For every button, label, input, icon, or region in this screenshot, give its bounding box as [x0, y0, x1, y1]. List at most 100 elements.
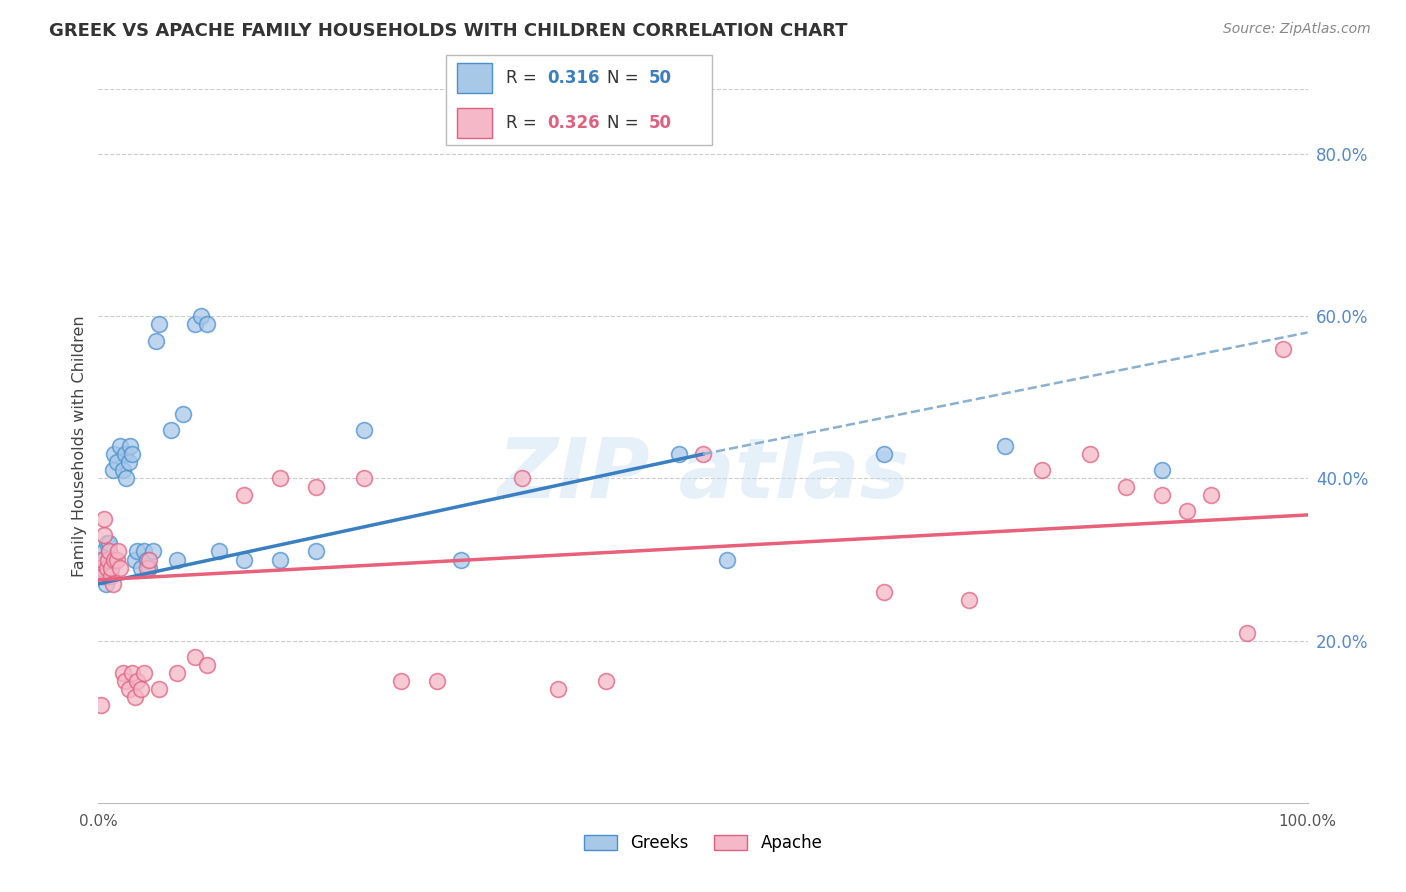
Point [135, 560, 157, 574]
Text: 0.326: 0.326 [547, 114, 600, 132]
Point [97, 552, 120, 566]
Text: N =: N = [607, 69, 644, 87]
Point [118, 455, 141, 469]
Point [389, 674, 412, 689]
Point [129, 682, 152, 697]
Point [232, 552, 254, 566]
Point [305, 544, 328, 558]
Point [1175, 504, 1198, 518]
Point [172, 407, 194, 421]
Point [547, 682, 569, 697]
Point [873, 585, 896, 599]
Point [184, 649, 207, 664]
Point [93, 512, 115, 526]
Point [124, 552, 146, 566]
Point [353, 423, 375, 437]
Point [98, 544, 121, 558]
Point [148, 318, 170, 332]
Text: N =: N = [607, 114, 644, 132]
Point [118, 439, 141, 453]
Point [184, 318, 207, 332]
Point [138, 552, 160, 566]
Point [105, 552, 128, 566]
Point [91, 560, 114, 574]
Text: R =: R = [506, 114, 541, 132]
Point [305, 479, 328, 493]
Point [91, 552, 114, 566]
Point [93, 528, 115, 542]
Text: Source: ZipAtlas.com: Source: ZipAtlas.com [1223, 22, 1371, 37]
Point [96, 560, 118, 574]
Point [94, 577, 117, 591]
Point [100, 560, 122, 574]
Point [98, 544, 121, 558]
Point [129, 560, 152, 574]
Point [145, 334, 167, 348]
Point [142, 544, 165, 558]
Point [873, 447, 896, 461]
Point [269, 552, 291, 566]
Point [232, 488, 254, 502]
Point [90, 698, 112, 713]
Point [426, 674, 449, 689]
Y-axis label: Family Households with Children: Family Households with Children [72, 315, 87, 577]
Point [1236, 625, 1258, 640]
Point [134, 544, 156, 558]
Point [114, 447, 136, 461]
Point [127, 544, 149, 558]
Point [103, 552, 125, 566]
Point [166, 666, 188, 681]
Point [97, 552, 120, 566]
Point [114, 674, 136, 689]
Point [148, 682, 170, 697]
Point [716, 552, 738, 566]
FancyBboxPatch shape [457, 63, 492, 93]
Point [166, 552, 188, 566]
Text: 50: 50 [648, 114, 672, 132]
Point [1031, 463, 1053, 477]
Point [269, 471, 291, 485]
Point [134, 666, 156, 681]
Point [190, 310, 212, 324]
Point [105, 455, 128, 469]
Point [135, 552, 157, 566]
Point [668, 447, 690, 461]
Point [957, 593, 980, 607]
Point [91, 568, 114, 582]
Point [100, 560, 122, 574]
Point [111, 666, 134, 681]
Point [89, 560, 111, 574]
Point [97, 568, 120, 582]
Text: R =: R = [506, 69, 541, 87]
Point [138, 560, 160, 574]
Text: 50: 50 [648, 69, 672, 87]
Point [107, 544, 129, 558]
Point [450, 552, 472, 566]
Point [101, 463, 124, 477]
Point [195, 657, 218, 672]
Point [121, 666, 143, 681]
Point [100, 552, 122, 566]
Point [93, 552, 115, 566]
Point [1272, 342, 1295, 356]
Point [1115, 479, 1137, 493]
Text: GREEK VS APACHE FAMILY HOUSEHOLDS WITH CHILDREN CORRELATION CHART: GREEK VS APACHE FAMILY HOUSEHOLDS WITH C… [49, 22, 848, 40]
Point [208, 544, 231, 558]
Point [96, 536, 118, 550]
Point [108, 560, 131, 574]
Point [101, 577, 124, 591]
Point [1152, 463, 1174, 477]
Point [111, 463, 134, 477]
Point [353, 471, 375, 485]
Point [115, 471, 138, 485]
Point [160, 423, 183, 437]
Point [124, 690, 146, 705]
Point [98, 536, 121, 550]
Point [595, 674, 617, 689]
Point [692, 447, 714, 461]
Point [127, 674, 149, 689]
Point [91, 568, 114, 582]
Point [510, 471, 533, 485]
Point [100, 568, 122, 582]
Point [1199, 488, 1222, 502]
